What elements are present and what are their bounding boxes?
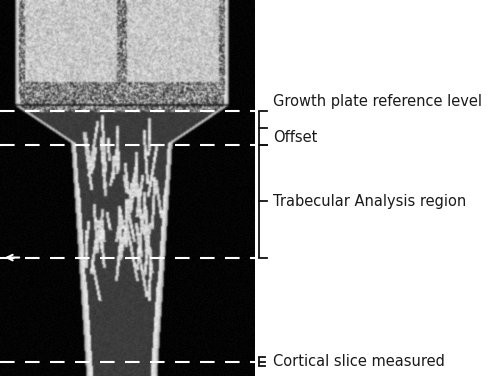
Text: Offset: Offset (273, 130, 318, 145)
Text: Trabecular Analysis region: Trabecular Analysis region (273, 194, 466, 209)
Text: Growth plate reference level: Growth plate reference level (273, 94, 482, 109)
Text: Cortical slice measured: Cortical slice measured (273, 354, 445, 369)
